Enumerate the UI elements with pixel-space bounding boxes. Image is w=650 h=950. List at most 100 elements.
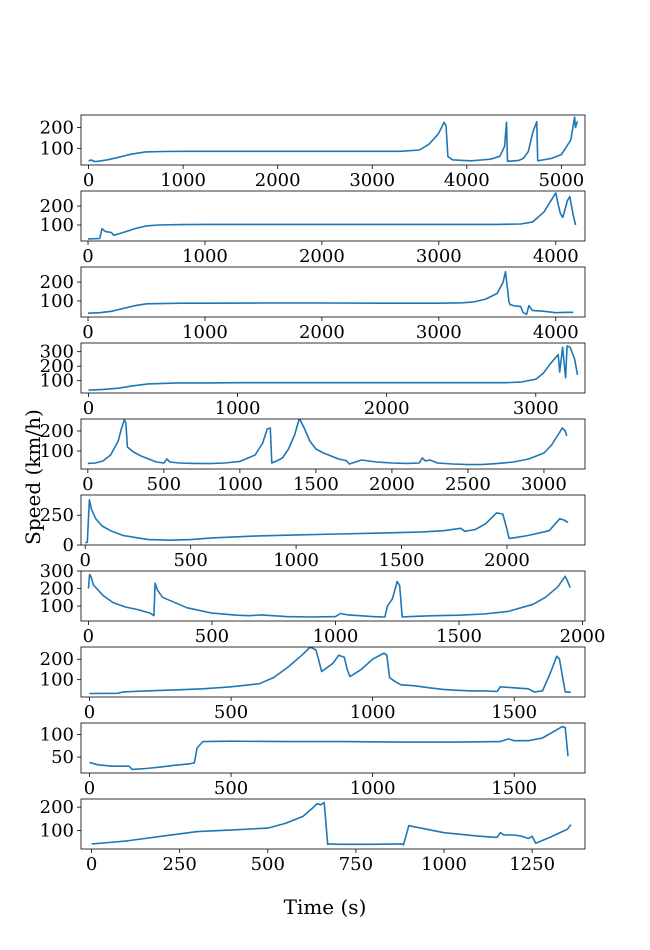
x-tick-label: 1500 [293, 474, 339, 495]
y-tick-label: 100 [40, 596, 74, 617]
x-tick-label: 1000 [182, 246, 228, 267]
x-tick-label: 0 [84, 702, 95, 723]
x-tick-label: 1500 [436, 626, 482, 647]
x-tick-label: 1000 [273, 550, 319, 571]
x-tick-label: 3000 [416, 246, 462, 267]
subplot-frame [80, 570, 586, 622]
x-tick-label: 0 [82, 246, 93, 267]
y-tick-label: 100 [40, 670, 74, 691]
speed-series-line [87, 270, 574, 316]
x-tick-label: 3000 [513, 398, 559, 419]
speed-series-line [89, 647, 571, 695]
speed-series-line [88, 345, 579, 391]
speed-series-line [87, 419, 568, 466]
subplot-frame [80, 114, 586, 166]
x-axis-label: Time (s) [284, 895, 367, 919]
subplot-frame [80, 418, 586, 470]
y-axis-label: Speed (km/h) [21, 409, 45, 545]
x-tick-label: 750 [339, 854, 373, 875]
subplot-frame [80, 722, 586, 774]
y-tick-label: 0 [63, 535, 74, 556]
y-tick-label: 200 [40, 272, 74, 293]
x-tick-label: 3000 [521, 474, 567, 495]
y-tick-label: 100 [40, 138, 74, 159]
x-tick-label: 4000 [533, 322, 579, 343]
x-tick-label: 1000 [182, 322, 228, 343]
y-tick-label: 200 [40, 421, 74, 442]
x-tick-label: 1000 [350, 778, 396, 799]
x-tick-label: 500 [195, 626, 229, 647]
speed-series-line [91, 801, 572, 846]
x-tick-label: 2000 [299, 322, 345, 343]
y-tick-label: 300 [40, 561, 74, 582]
x-tick-label: 4000 [444, 170, 490, 191]
subplot-6: 0 500 1000 1500 2000 0 250 [40, 494, 586, 571]
x-tick-label: 2000 [484, 550, 530, 571]
x-tick-label: 2000 [255, 170, 301, 191]
x-tick-label: 2000 [369, 474, 415, 495]
y-tick-label: 300 [40, 342, 74, 363]
x-tick-label: 1500 [379, 550, 425, 571]
x-tick-label: 2500 [445, 474, 491, 495]
y-tick-label: 200 [40, 579, 74, 600]
y-tick-label: 250 [40, 505, 74, 526]
y-tick-label: 100 [40, 441, 74, 462]
x-tick-label: 3000 [416, 322, 462, 343]
x-tick-label: 1000 [313, 626, 359, 647]
subplot-frame [80, 190, 586, 242]
x-tick-label: 4000 [533, 246, 579, 267]
x-tick-label: 2000 [560, 626, 606, 647]
x-tick-label: 1000 [215, 398, 261, 419]
x-tick-label: 0 [82, 322, 93, 343]
speed-series-line [87, 192, 577, 240]
x-tick-label: 3000 [349, 170, 395, 191]
x-tick-label: 0 [86, 854, 97, 875]
y-tick-label: 200 [40, 118, 74, 139]
x-tick-label: 1000 [350, 702, 396, 723]
x-tick-label: 0 [84, 778, 95, 799]
x-tick-label: 500 [173, 550, 207, 571]
x-tick-label: 0 [79, 550, 90, 571]
y-tick-label: 100 [40, 215, 74, 236]
y-tick-label: 100 [40, 820, 74, 841]
x-tick-label: 500 [214, 778, 248, 799]
x-tick-label: 2000 [364, 398, 410, 419]
x-tick-label: 5000 [538, 170, 584, 191]
subplot-frame [80, 266, 586, 318]
y-tick-label: 100 [40, 724, 74, 745]
y-tick-label: 50 [51, 747, 74, 768]
y-tick-label: 200 [40, 649, 74, 670]
speed-series-line [87, 573, 571, 618]
x-tick-label: 2000 [299, 246, 345, 267]
x-tick-label: 250 [163, 854, 197, 875]
x-tick-label: 0 [82, 474, 93, 495]
subplot-frame [80, 798, 586, 850]
x-tick-label: 1500 [491, 778, 537, 799]
y-tick-label: 200 [40, 196, 74, 217]
x-tick-label: 1250 [509, 854, 555, 875]
y-tick-label: 200 [40, 356, 74, 377]
y-tick-label: 100 [40, 291, 74, 312]
subplot-frame [80, 646, 586, 698]
y-tick-label: 200 [40, 797, 74, 818]
y-tick-label: 100 [40, 371, 74, 392]
x-tick-label: 1000 [217, 474, 263, 495]
x-tick-label: 1000 [421, 854, 467, 875]
x-tick-label: 500 [214, 702, 248, 723]
x-tick-label: 500 [251, 854, 285, 875]
x-tick-label: 0 [83, 398, 94, 419]
speed-series-line [88, 116, 579, 163]
x-tick-label: 0 [83, 626, 94, 647]
subplot-frame [80, 342, 586, 394]
speed-series-line [89, 725, 569, 771]
